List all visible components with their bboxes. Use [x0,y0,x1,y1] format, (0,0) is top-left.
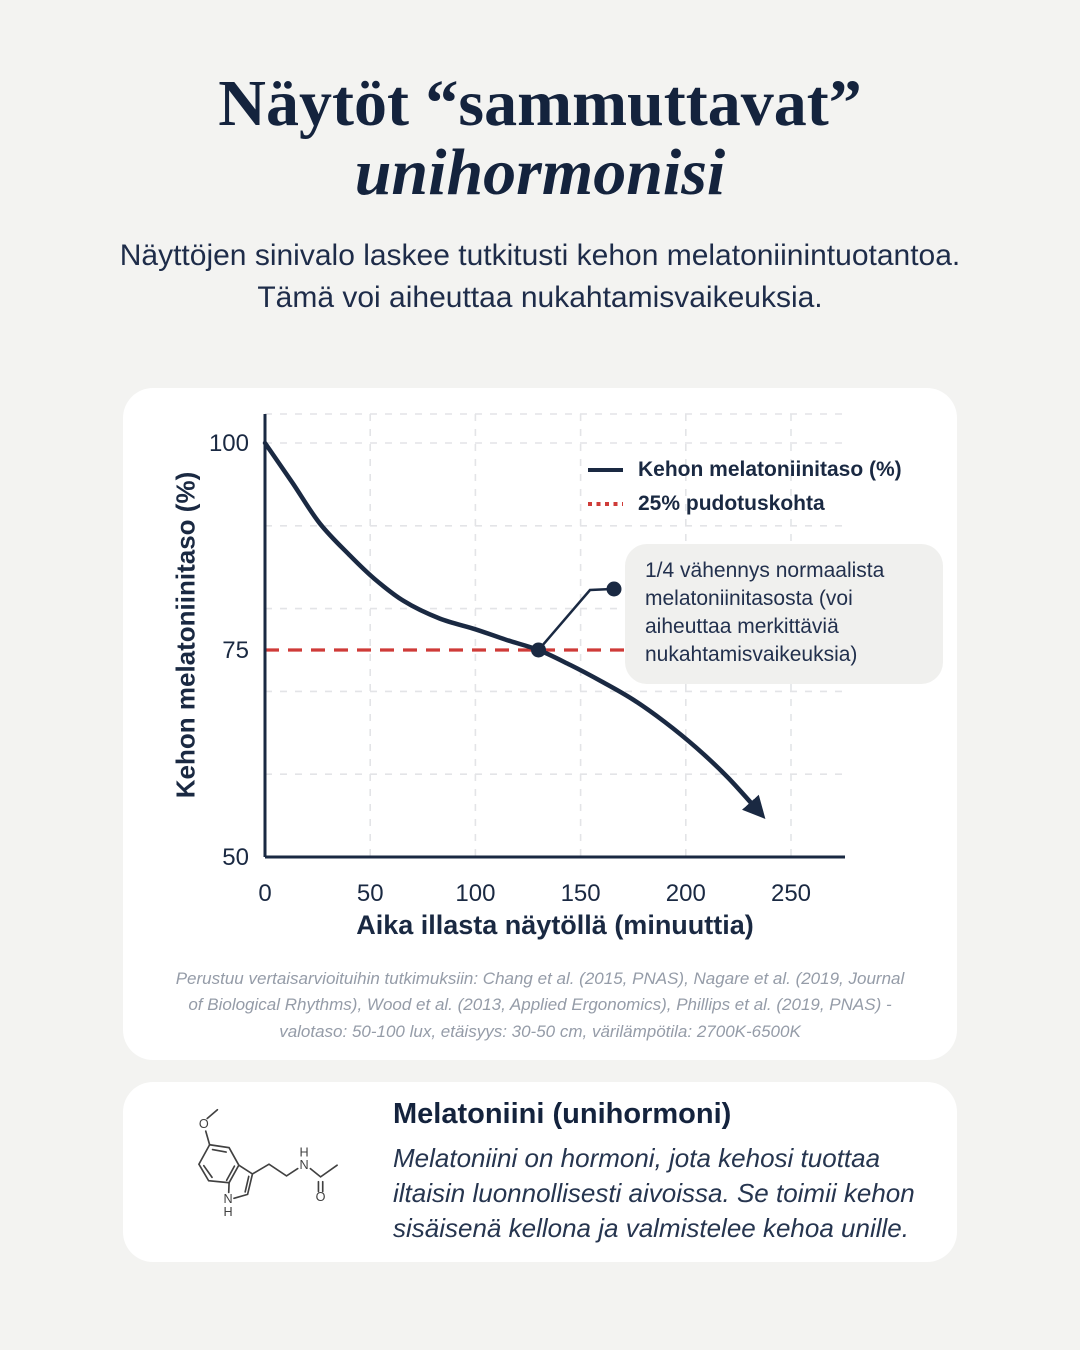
info-heading: Melatoniini (unihormoni) [393,1098,732,1131]
subtitle-line-2: Tämä voi aiheuttaa nukahtamisvaikeuksia. [257,280,823,314]
annotation-bubble-dot [606,581,622,597]
melatonin-info-card: O N H H N O Melatoniini (unihormoni) Mel… [123,1082,957,1262]
legend-item-melatonin-level: Kehon melatoniinitaso (%) [588,457,902,483]
annotation-connector [537,587,613,651]
x-tick-label: 200 [666,880,706,907]
pyrrole-ring [233,1164,254,1200]
y-tick-label: 50 [222,844,249,871]
footnote-line-3: valotaso: 50-100 lux, etäisyys: 30-50 cm… [279,1021,801,1041]
legend-item-drop-threshold: 25% pudotuskohta [588,491,902,517]
info-body: Melatoniini on hormoni, jota kehosi tuot… [393,1143,915,1243]
solid-line-swatch-icon [588,468,623,472]
footnote-line-1: Perustuu vertaisarvioituihin tutkimuksii… [175,969,905,988]
title-line-1: Näytöt “sammuttavat” [218,67,862,140]
subtitle-line-1: Näyttöjen sinivalo laskee tutkitusti keh… [119,239,961,273]
page-subtitle: Näyttöjen sinivalo laskee tutkitusti keh… [0,235,1080,318]
x-tick-label: 50 [357,880,384,907]
dotted-line-swatch-icon [588,502,623,506]
melatonin-line-chart: 100 75 50 0 50 100 150 200 250 [209,413,845,907]
x-tick-label: 0 [258,880,271,907]
y-axis-label: Kehon melatoniinitaso (%) [170,471,201,799]
methoxy-oxygen-label: O [199,1117,209,1131]
carbonyl-oxygen-label: O [316,1190,326,1204]
y-tick-label: 75 [222,637,249,664]
annotation-point-dot [531,642,547,658]
chart-legend: Kehon melatoniinitaso (%) 25% pudotuskoh… [588,457,902,517]
x-tick-label: 100 [455,880,495,907]
footnote-line-2: of Biological Rhythms), Wood et al. (201… [188,995,892,1015]
legend-label: Kehon melatoniinitaso (%) [638,458,902,481]
indole-hydrogen-label: H [224,1205,233,1219]
legend-label: 25% pudotuskohta [638,492,825,515]
header: Näytöt “sammuttavat” unihormonisi Näyttö… [0,0,1080,318]
melatonin-molecule-icon: O N H H N O [197,1108,338,1219]
chart-footnote: Perustuu vertaisarvioituihin tutkimuksii… [123,966,957,1045]
chart-card: 100 75 50 0 50 100 150 200 250 Kehon melatoniini… [123,388,957,1060]
x-tick-label: 150 [561,880,601,907]
x-axis-label: Aika illasta näytöllä (minuuttia) [356,910,754,940]
page-title: Näytöt “sammuttavat” unihormonisi [0,67,1080,209]
title-line-2: unihormonisi [354,135,726,209]
info-text: Melatoniini (unihormoni) Melatoniini on … [393,1098,953,1245]
indole-nitrogen-label: N [224,1192,233,1206]
melatonin-curve [262,440,766,820]
ethyl-chain [251,1163,299,1177]
y-tick-label: 100 [209,430,249,457]
amide-nitrogen-label: N [299,1158,308,1172]
annotation-bubble: 1/4 vähennys normaalista melatoniinitaso… [625,544,943,684]
x-tick-label: 250 [771,880,811,907]
amide-hydrogen-label: H [299,1145,308,1159]
